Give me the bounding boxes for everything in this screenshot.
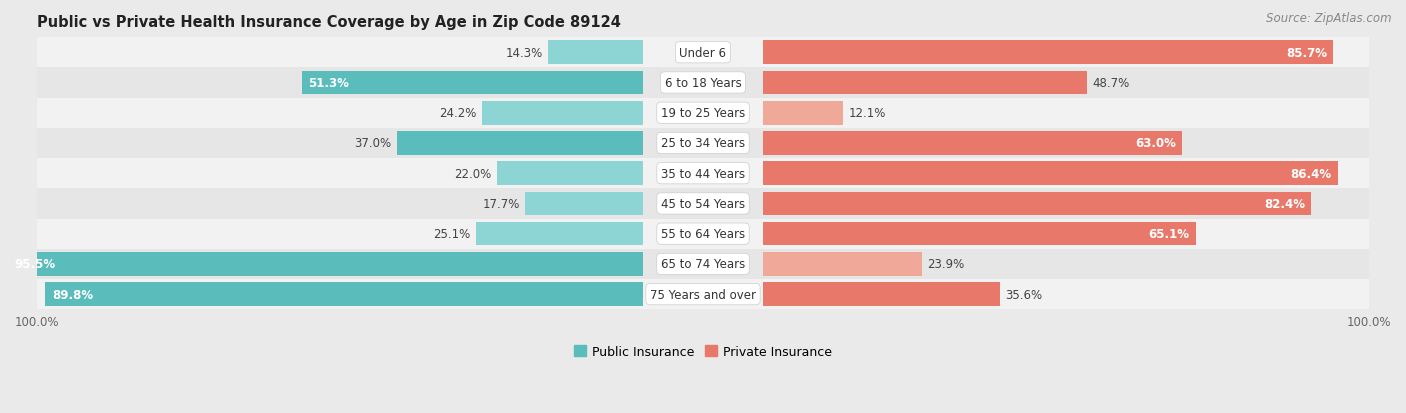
Text: 82.4%: 82.4% [1264, 197, 1305, 211]
Text: 85.7%: 85.7% [1286, 47, 1327, 59]
Bar [496, 162, 643, 185]
Bar [37, 98, 1369, 128]
Text: 45 to 54 Years: 45 to 54 Years [661, 197, 745, 211]
Bar [37, 189, 1369, 219]
Text: 51.3%: 51.3% [308, 77, 349, 90]
Legend: Public Insurance, Private Insurance: Public Insurance, Private Insurance [568, 340, 838, 363]
Bar [37, 128, 1369, 159]
Bar [763, 41, 1333, 65]
Bar [37, 249, 1369, 279]
Text: 14.3%: 14.3% [505, 47, 543, 59]
Text: 24.2%: 24.2% [439, 107, 477, 120]
Text: 86.4%: 86.4% [1291, 167, 1331, 180]
Text: 35 to 44 Years: 35 to 44 Years [661, 167, 745, 180]
Bar [37, 279, 1369, 309]
Bar [763, 162, 1339, 185]
Bar [37, 68, 1369, 98]
Bar [37, 159, 1369, 189]
Text: 23.9%: 23.9% [928, 258, 965, 271]
Text: 65.1%: 65.1% [1149, 228, 1189, 241]
Bar [477, 222, 643, 246]
Text: 25 to 34 Years: 25 to 34 Years [661, 137, 745, 150]
Bar [763, 222, 1197, 246]
Text: 25.1%: 25.1% [433, 228, 471, 241]
Text: 75 Years and over: 75 Years and over [650, 288, 756, 301]
Bar [763, 102, 844, 125]
Text: 48.7%: 48.7% [1092, 77, 1129, 90]
Text: Under 6: Under 6 [679, 47, 727, 59]
Bar [37, 38, 1369, 68]
Text: 22.0%: 22.0% [454, 167, 491, 180]
Text: 17.7%: 17.7% [482, 197, 520, 211]
Bar [37, 219, 1369, 249]
Text: 35.6%: 35.6% [1005, 288, 1042, 301]
Text: 19 to 25 Years: 19 to 25 Years [661, 107, 745, 120]
Bar [45, 282, 643, 306]
Bar [526, 192, 643, 216]
Text: 37.0%: 37.0% [354, 137, 391, 150]
Text: 63.0%: 63.0% [1135, 137, 1175, 150]
Bar [763, 252, 922, 276]
Text: Public vs Private Health Insurance Coverage by Age in Zip Code 89124: Public vs Private Health Insurance Cover… [37, 15, 621, 30]
Bar [301, 71, 643, 95]
Bar [482, 102, 643, 125]
Bar [548, 41, 643, 65]
Text: 55 to 64 Years: 55 to 64 Years [661, 228, 745, 241]
Text: 89.8%: 89.8% [52, 288, 93, 301]
Text: 65 to 74 Years: 65 to 74 Years [661, 258, 745, 271]
Text: 6 to 18 Years: 6 to 18 Years [665, 77, 741, 90]
Text: Source: ZipAtlas.com: Source: ZipAtlas.com [1267, 12, 1392, 25]
Bar [396, 132, 643, 155]
Bar [763, 132, 1182, 155]
Bar [763, 71, 1087, 95]
Text: 95.5%: 95.5% [14, 258, 55, 271]
Bar [763, 282, 1000, 306]
Bar [763, 192, 1312, 216]
Text: 12.1%: 12.1% [849, 107, 886, 120]
Bar [7, 252, 643, 276]
